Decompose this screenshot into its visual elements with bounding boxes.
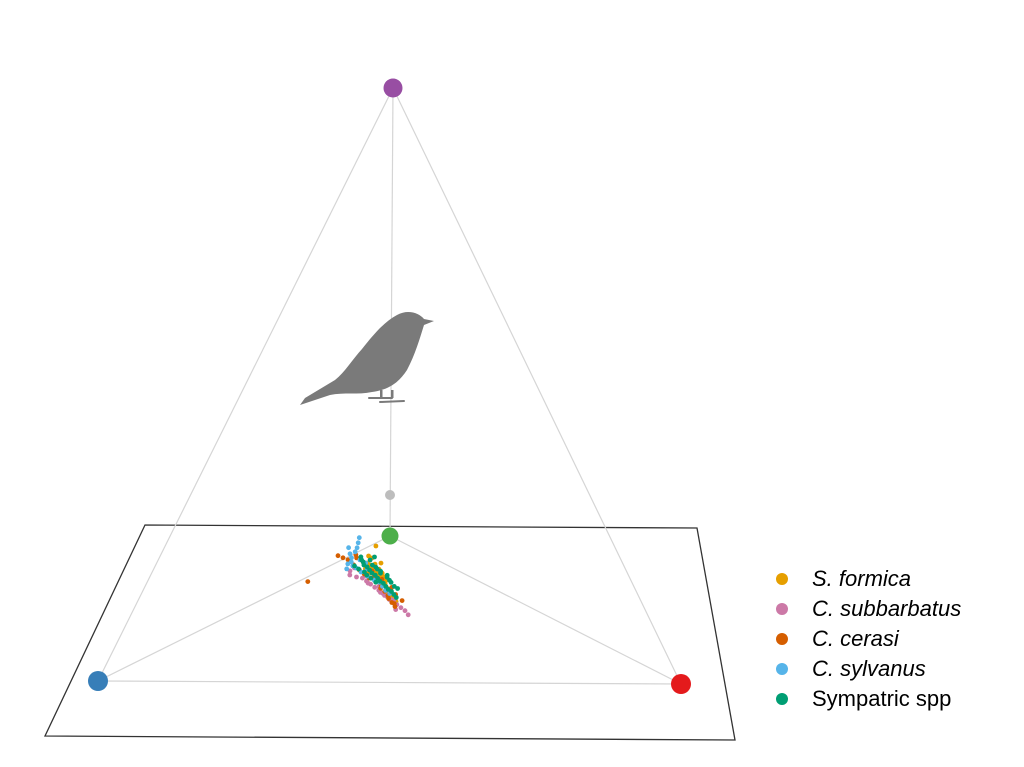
data-point-sympatric-spp-32 xyxy=(384,572,390,578)
vertex-l xyxy=(671,674,691,694)
legend: S. formica C. subbarbatus C. cerasi C. s… xyxy=(776,564,1016,714)
bird-silhouette-icon xyxy=(300,312,434,405)
data-point-s-formica-7 xyxy=(378,560,384,566)
data-point-c-subbarbatus-19 xyxy=(365,580,371,586)
vertex-uv xyxy=(383,78,403,98)
data-point-c-sylvanus-4 xyxy=(349,555,354,561)
data-point-sympatric-spp-28 xyxy=(358,554,364,560)
data-point-c-subbarbatus-21 xyxy=(378,590,383,595)
data-point-sympatric-spp-15 xyxy=(367,557,373,563)
legend-label: Sympatric spp xyxy=(812,686,952,711)
edge-uv-m xyxy=(389,87,394,537)
bird-feet-icon xyxy=(368,397,405,403)
vertex-m xyxy=(381,527,399,545)
data-point-sympatric-spp-29 xyxy=(372,554,377,560)
base-plane xyxy=(43,524,736,741)
data-point-c-sylvanus-19 xyxy=(346,545,351,551)
edge-m-l xyxy=(389,535,682,685)
data-point-sympatric-spp-31 xyxy=(378,568,383,574)
legend-swatch xyxy=(776,663,788,675)
legend-label: C. subbarbatus xyxy=(812,596,962,621)
data-points xyxy=(305,535,411,618)
data-point-c-sylvanus-0 xyxy=(356,535,362,541)
data-point-c-subbarbatus-6 xyxy=(372,584,378,590)
data-point-c-sylvanus-13 xyxy=(352,549,358,555)
data-point-sympatric-spp-23 xyxy=(356,566,361,572)
data-point-s-formica-35 xyxy=(373,543,379,549)
data-point-c-cerasi-15 xyxy=(335,553,341,559)
tetrahedron-edges xyxy=(97,87,682,685)
legend-label: C. sylvanus xyxy=(812,656,926,681)
data-point-sympatric-spp-13 xyxy=(393,595,399,600)
data-point-c-cerasi-12 xyxy=(386,596,391,601)
legend-item-c-cerasi: C. cerasi xyxy=(776,624,1016,654)
data-point-c-sylvanus-5 xyxy=(348,559,354,565)
data-point-sympatric-spp-33 xyxy=(387,577,392,583)
data-point-c-sylvanus-3 xyxy=(347,551,353,557)
data-point-c-cerasi-24 xyxy=(399,598,405,603)
legend-swatch xyxy=(776,573,788,585)
legend-swatch xyxy=(776,633,788,645)
data-point-c-subbarbatus-1 xyxy=(347,572,353,578)
legend-item-c-subbarbatus: C. subbarbatus xyxy=(776,594,1016,624)
data-point-sympatric-spp-27 xyxy=(373,579,379,585)
data-point-sympatric-spp-22 xyxy=(352,563,357,569)
legend-item-c-sylvanus: C. sylvanus xyxy=(776,654,1016,684)
edge-s-l xyxy=(97,680,682,685)
data-point-c-subbarbatus-12 xyxy=(398,605,404,611)
legend-item-s-formica: S. formica xyxy=(776,564,1016,594)
legend-swatch xyxy=(776,693,788,705)
data-point-c-sylvanus-14 xyxy=(345,561,351,567)
data-point-c-subbarbatus-13 xyxy=(402,608,408,614)
legend-swatch xyxy=(776,603,788,615)
data-point-c-subbarbatus-14 xyxy=(405,612,411,618)
data-point-sympatric-spp-26 xyxy=(368,575,374,581)
legend-label: C. cerasi xyxy=(812,626,899,651)
edge-uv-s xyxy=(97,87,394,682)
data-point-c-subbarbatus-2 xyxy=(354,574,359,580)
data-point-c-cerasi-18 xyxy=(305,579,311,584)
data-point-c-subbarbatus-22 xyxy=(382,593,387,598)
data-point-c-cerasi-25 xyxy=(340,555,346,561)
legend-item-sympatric-spp: Sympatric spp xyxy=(776,684,1016,714)
data-point-c-sylvanus-20 xyxy=(344,566,350,572)
legend-label: S. formica xyxy=(812,566,912,591)
data-point-sympatric-spp-34 xyxy=(395,586,400,591)
data-point-c-cerasi-13 xyxy=(391,601,397,606)
edge-s-m xyxy=(97,535,391,682)
vertex-s xyxy=(88,671,108,691)
data-point-c-subbarbatus-3 xyxy=(360,575,365,581)
data-point-sympatric-spp-25 xyxy=(364,572,370,578)
edge-uv-l xyxy=(392,87,682,685)
data-point-c-sylvanus-2 xyxy=(354,545,360,551)
achromatic-point xyxy=(385,490,395,500)
data-point-c-sylvanus-1 xyxy=(355,540,361,546)
data-point-sympatric-spp-30 xyxy=(373,564,379,570)
